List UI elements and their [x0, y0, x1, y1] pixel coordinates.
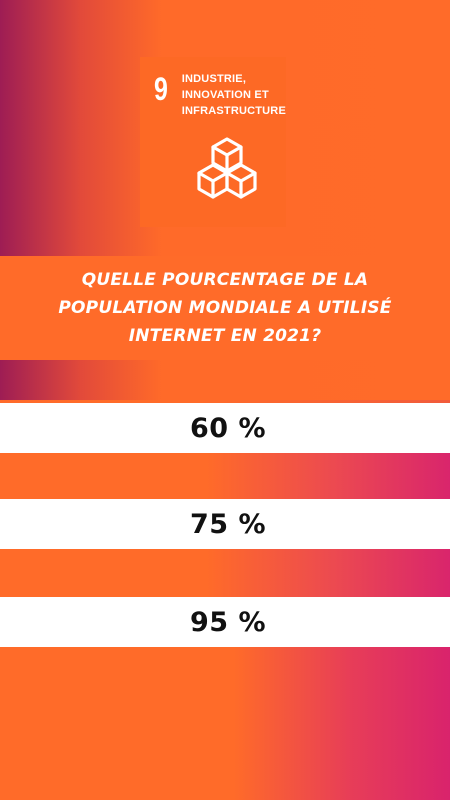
quiz-question-line-3: INTERNET EN 2021? [128, 326, 322, 346]
answer-option-label: 95 % [189, 606, 267, 638]
quiz-question: QUELLE POURCENTAGE DE LA POPULATION MOND… [26, 266, 424, 350]
stacked-cubes-icon [197, 137, 257, 199]
sdg-goal-number: 9 [154, 71, 168, 107]
answer-option-60-percent[interactable]: 60 % [0, 403, 450, 453]
sdg-goal-title-line-1: INDUSTRIE, [181, 73, 247, 85]
answer-spacer [0, 549, 450, 597]
sdg-goal-heading: 9 INDUSTRIE, INNOVATION ET INFRASTRUCTUR… [154, 71, 286, 119]
answer-option-label: 60 % [189, 412, 267, 444]
sdg-goal-card: 9 INDUSTRIE, INNOVATION ET INFRASTRUCTUR… [140, 57, 286, 227]
question-band [0, 256, 450, 360]
sdg-goal-title: INDUSTRIE, INNOVATION ET INFRASTRUCTURE [182, 71, 286, 119]
bottom-gradient-background [0, 647, 450, 800]
sdg-goal-title-line-3: INFRASTRUCTURE [181, 105, 286, 117]
answer-option-label: 75 % [189, 508, 267, 540]
quiz-question-line-2: POPULATION MONDIALE A UTILISÉ [58, 298, 392, 318]
answer-option-95-percent[interactable]: 95 % [0, 597, 450, 647]
sdg-goal-title-line-2: INNOVATION ET [181, 89, 269, 101]
answer-spacer [0, 453, 450, 499]
quiz-question-line-1: QUELLE POURCENTAGE DE LA [81, 270, 369, 290]
answer-option-75-percent[interactable]: 75 % [0, 499, 450, 549]
